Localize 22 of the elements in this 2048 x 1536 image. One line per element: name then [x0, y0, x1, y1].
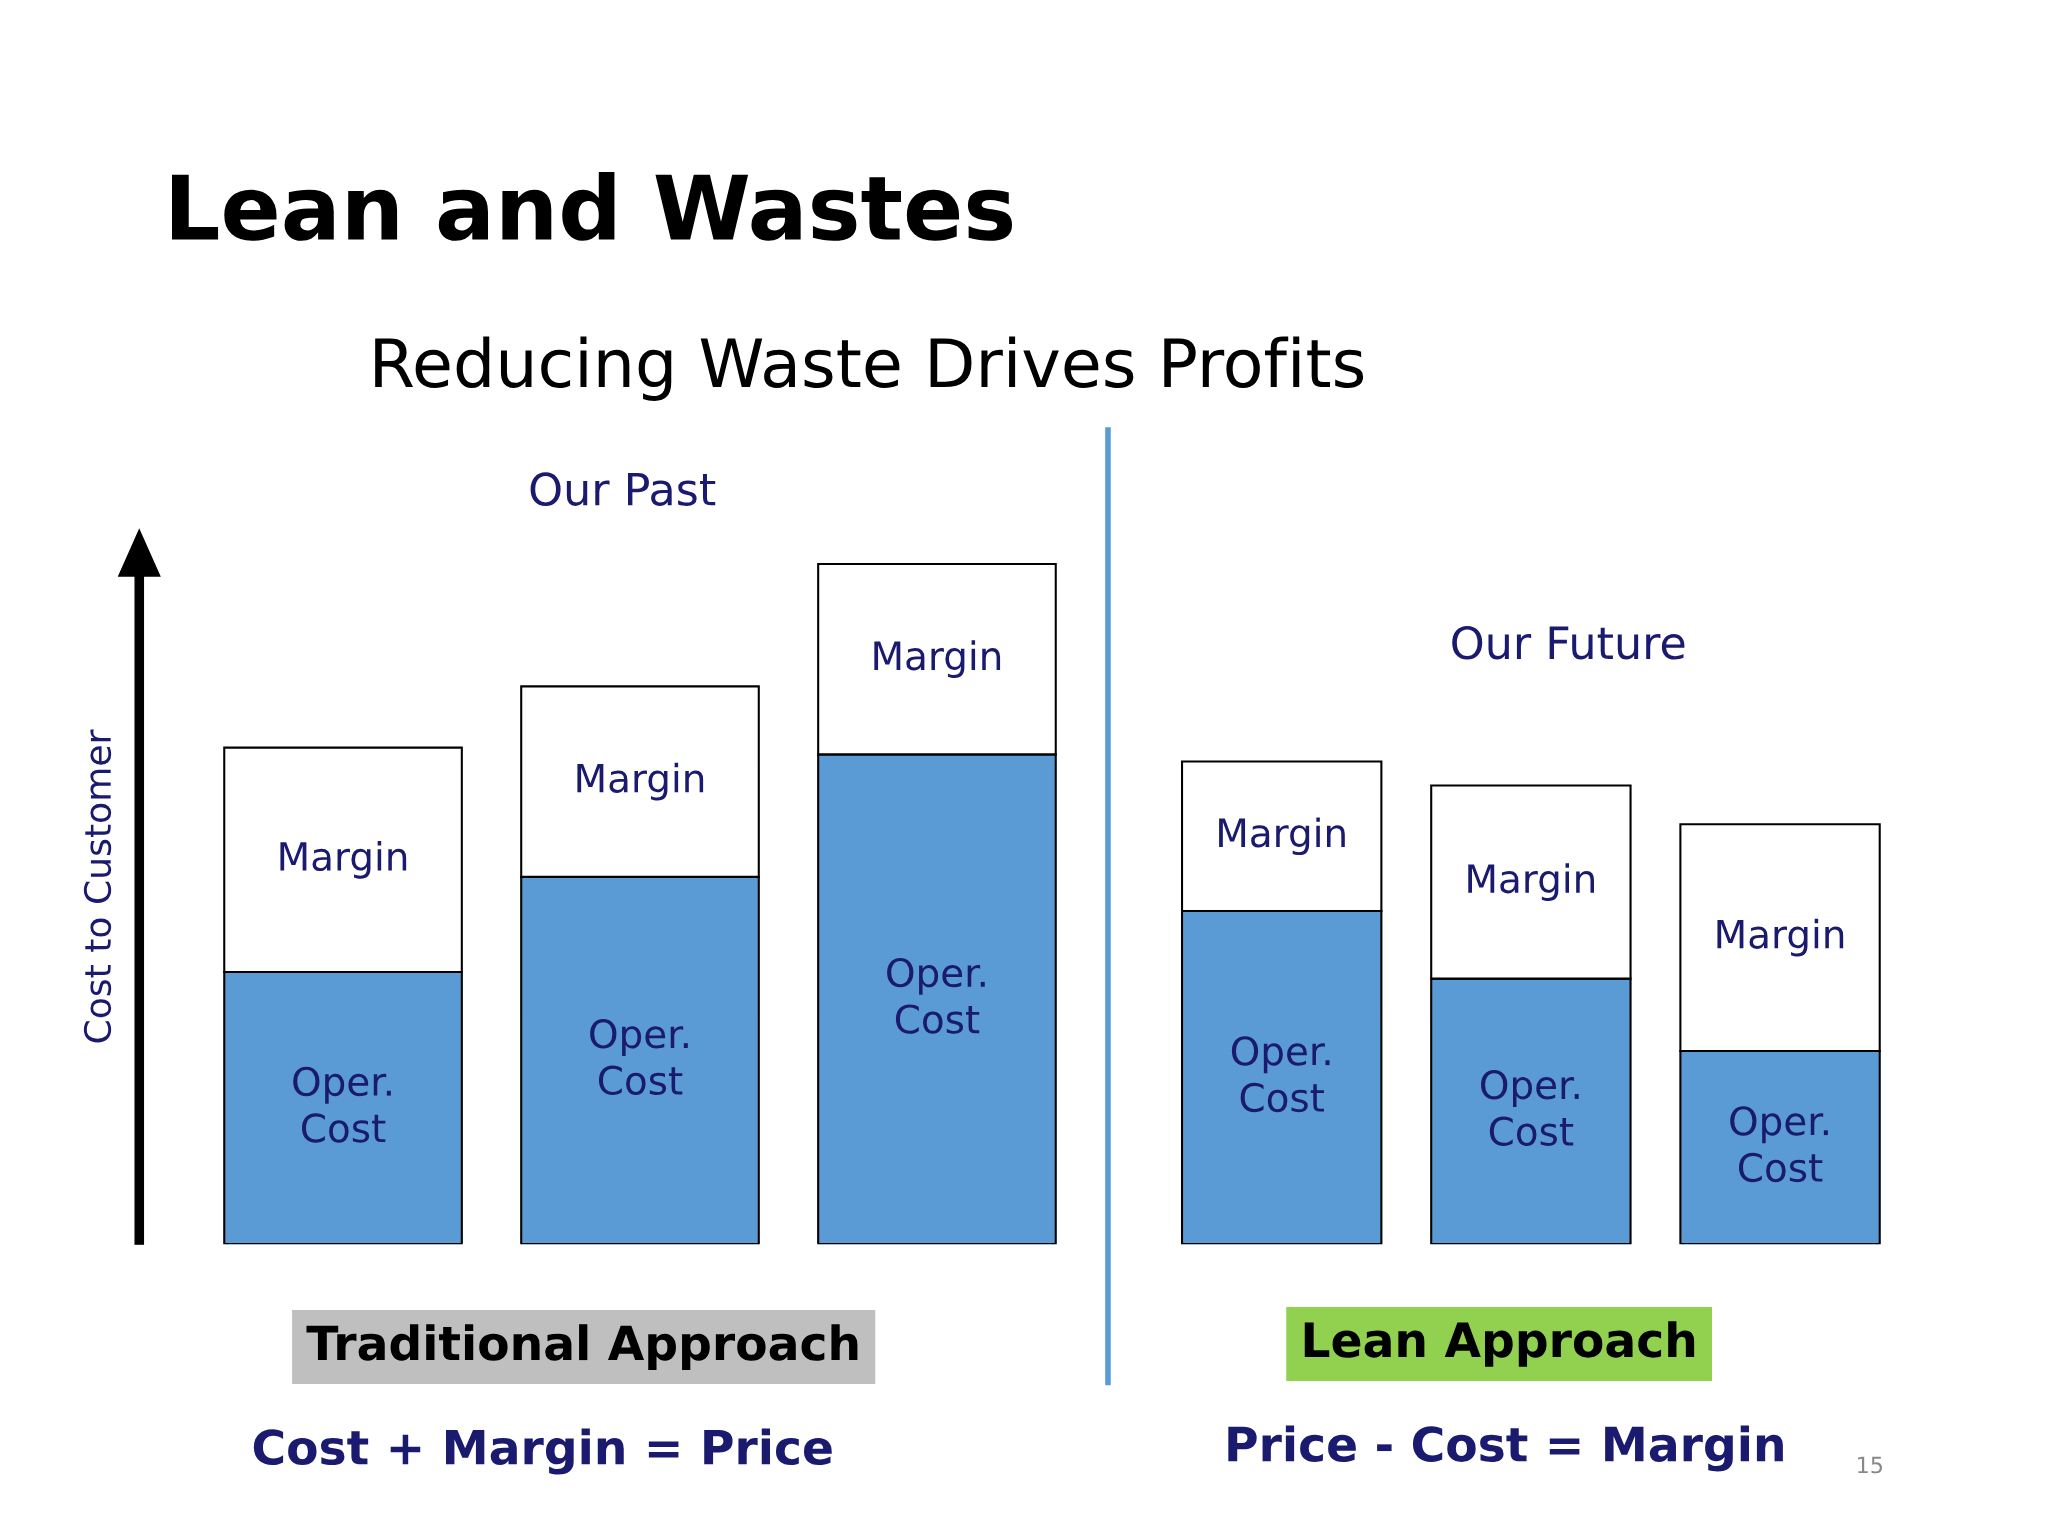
series-label: Margin [1717, 918, 1844, 957]
text: Lean and Wastes [172, 172, 1012, 241]
text: Reducing Waste Drives Profits [375, 336, 1364, 401]
chart-title: Our Future [1452, 625, 1685, 660]
series-label: Margin [577, 762, 704, 801]
series-label: Oper. Cost [1231, 1036, 1330, 1113]
text: 15 [1858, 1456, 1883, 1474]
series-label: Oper. Cost [590, 1019, 688, 1096]
text: Traditional Approach [306, 1324, 858, 1370]
text: Margin [1468, 863, 1594, 901]
text: Oper. Cost [887, 957, 985, 1034]
text: Margin [1219, 817, 1345, 856]
chart-title: Our Past [530, 472, 716, 506]
text: Margin [280, 841, 407, 879]
text: Oper. Cost [1481, 1070, 1579, 1146]
text: Margin [874, 640, 1001, 678]
text: Oper. Cost [1730, 1106, 1828, 1183]
text: Oper. Cost [293, 1066, 391, 1143]
y-axis-title: Cost to Customer [83, 729, 112, 1043]
text: Lean Approach [1304, 1321, 1695, 1367]
text: Price - Cost = Margin [1228, 1425, 1783, 1472]
text: Cost + Margin = Price [253, 1428, 832, 1475]
